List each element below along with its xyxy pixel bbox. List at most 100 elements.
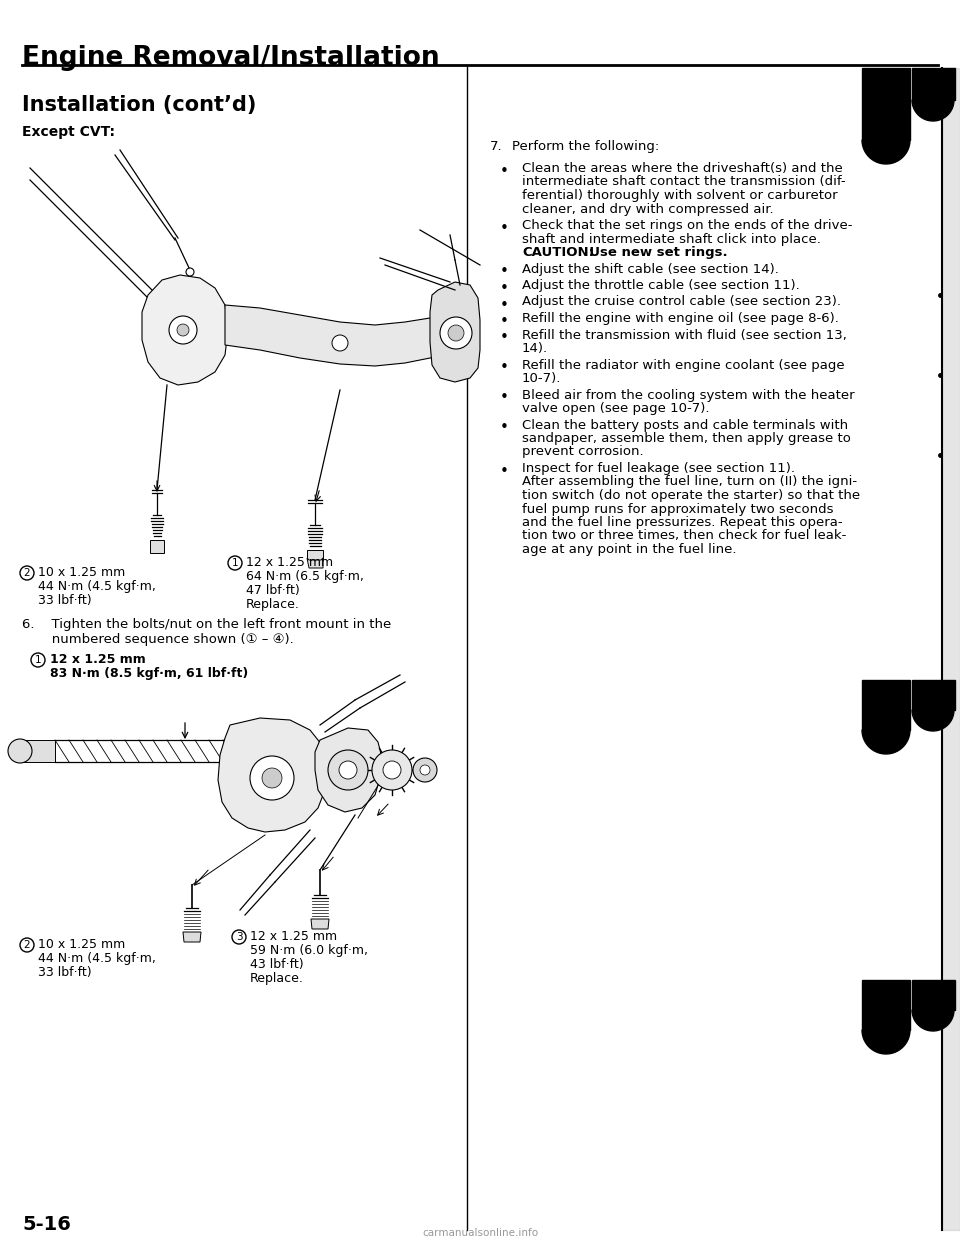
Text: After assembling the fuel line, turn on (II) the igni-: After assembling the fuel line, turn on … <box>522 476 857 488</box>
Text: Refill the engine with engine oil (see page 8-6).: Refill the engine with engine oil (see p… <box>522 312 839 325</box>
Text: Replace.: Replace. <box>246 597 300 611</box>
Text: 6.    Tighten the bolts/nut on the left front mount in the: 6. Tighten the bolts/nut on the left fro… <box>22 619 392 631</box>
Polygon shape <box>862 140 910 164</box>
Text: intermediate shaft contact the transmission (dif-: intermediate shaft contact the transmiss… <box>522 175 846 189</box>
Text: Inspect for fuel leakage (see section 11).: Inspect for fuel leakage (see section 11… <box>522 462 795 474</box>
Polygon shape <box>183 932 201 941</box>
Text: Clean the battery posts and cable terminals with: Clean the battery posts and cable termin… <box>522 419 848 431</box>
Text: numbered sequence shown (① – ④).: numbered sequence shown (① – ④). <box>22 633 294 646</box>
Polygon shape <box>430 282 480 383</box>
Text: 83 N·m (8.5 kgf·m, 61 lbf·ft): 83 N·m (8.5 kgf·m, 61 lbf·ft) <box>50 667 249 681</box>
Circle shape <box>177 324 189 337</box>
Text: 12 x 1.25 mm: 12 x 1.25 mm <box>250 930 337 943</box>
Text: Refill the transmission with fluid (see section 13,: Refill the transmission with fluid (see … <box>522 328 847 342</box>
Polygon shape <box>912 68 955 101</box>
Text: 1: 1 <box>35 655 41 664</box>
Text: •: • <box>500 390 509 405</box>
Text: 47 lbf·ft): 47 lbf·ft) <box>246 584 300 597</box>
Text: Engine Removal/Installation: Engine Removal/Installation <box>22 45 440 71</box>
Text: sandpaper, assemble them, then apply grease to: sandpaper, assemble them, then apply gre… <box>522 432 851 445</box>
Polygon shape <box>912 1010 955 1031</box>
Polygon shape <box>307 550 323 560</box>
Text: 7.: 7. <box>490 140 503 153</box>
Circle shape <box>440 317 472 349</box>
Text: ferential) thoroughly with solvent or carburetor: ferential) thoroughly with solvent or ca… <box>522 189 838 202</box>
Polygon shape <box>862 1030 910 1054</box>
Text: Except CVT:: Except CVT: <box>22 125 115 139</box>
Text: 44 N·m (4.5 kgf·m,: 44 N·m (4.5 kgf·m, <box>38 580 156 592</box>
Text: 2: 2 <box>24 940 31 950</box>
Text: 14).: 14). <box>522 342 548 355</box>
Circle shape <box>332 335 348 351</box>
Text: tion switch (do not operate the starter) so that the: tion switch (do not operate the starter)… <box>522 489 860 502</box>
Polygon shape <box>942 68 960 1230</box>
Text: Perform the following:: Perform the following: <box>512 140 660 153</box>
Polygon shape <box>307 558 323 568</box>
Polygon shape <box>315 728 382 812</box>
Circle shape <box>250 756 294 800</box>
Text: shaft and intermediate shaft click into place.: shaft and intermediate shaft click into … <box>522 232 821 246</box>
Circle shape <box>339 761 357 779</box>
Circle shape <box>328 750 368 790</box>
Text: •: • <box>500 360 509 375</box>
Text: 12 x 1.25 mm: 12 x 1.25 mm <box>50 653 146 666</box>
Text: 3: 3 <box>236 932 242 941</box>
Polygon shape <box>311 919 329 929</box>
Polygon shape <box>218 718 325 832</box>
Text: cleaner, and dry with compressed air.: cleaner, and dry with compressed air. <box>522 202 774 216</box>
Text: valve open (see page 10-7).: valve open (see page 10-7). <box>522 402 709 415</box>
Text: CAUTION:: CAUTION: <box>522 246 594 260</box>
Text: 10 x 1.25 mm: 10 x 1.25 mm <box>38 938 125 951</box>
Circle shape <box>383 761 401 779</box>
Text: Installation (cont’d): Installation (cont’d) <box>22 94 256 116</box>
Text: Replace.: Replace. <box>250 972 304 985</box>
Circle shape <box>169 315 197 344</box>
Text: Use new set rings.: Use new set rings. <box>580 246 728 260</box>
Text: Clean the areas where the driveshaft(s) and the: Clean the areas where the driveshaft(s) … <box>522 161 843 175</box>
Text: 10 x 1.25 mm: 10 x 1.25 mm <box>38 566 125 579</box>
Polygon shape <box>150 540 164 553</box>
Circle shape <box>262 768 282 787</box>
Text: tion two or three times, then check for fuel leak-: tion two or three times, then check for … <box>522 529 847 543</box>
Polygon shape <box>142 274 228 385</box>
Text: •: • <box>500 164 509 179</box>
Text: 59 N·m (6.0 kgf·m,: 59 N·m (6.0 kgf·m, <box>250 944 368 958</box>
Polygon shape <box>912 710 955 732</box>
Text: 5-16: 5-16 <box>22 1215 71 1235</box>
Text: Adjust the throttle cable (see section 11).: Adjust the throttle cable (see section 1… <box>522 279 800 292</box>
Text: fuel pump runs for approximately two seconds: fuel pump runs for approximately two sec… <box>522 503 833 515</box>
Text: age at any point in the fuel line.: age at any point in the fuel line. <box>522 543 736 556</box>
Polygon shape <box>912 980 955 1010</box>
Circle shape <box>8 739 32 763</box>
Text: Adjust the cruise control cable (see section 23).: Adjust the cruise control cable (see sec… <box>522 296 841 308</box>
Circle shape <box>186 268 194 276</box>
Text: 12 x 1.25 mm: 12 x 1.25 mm <box>246 556 333 569</box>
Text: 64 N·m (6.5 kgf·m,: 64 N·m (6.5 kgf·m, <box>246 570 364 582</box>
Text: 1: 1 <box>231 558 238 568</box>
Text: prevent corrosion.: prevent corrosion. <box>522 446 643 458</box>
Text: •: • <box>500 330 509 345</box>
Circle shape <box>413 758 437 782</box>
Text: •: • <box>500 314 509 329</box>
Polygon shape <box>862 730 910 754</box>
Text: •: • <box>500 265 509 279</box>
Circle shape <box>448 325 464 342</box>
Polygon shape <box>862 681 910 730</box>
Text: •: • <box>500 281 509 296</box>
Polygon shape <box>225 306 450 366</box>
Polygon shape <box>912 681 955 710</box>
Text: 10-7).: 10-7). <box>522 373 562 385</box>
Text: Bleed air from the cooling system with the heater: Bleed air from the cooling system with t… <box>522 389 854 401</box>
Polygon shape <box>862 980 910 1030</box>
Text: 33 lbf·ft): 33 lbf·ft) <box>38 594 91 607</box>
Text: Adjust the shift cable (see section 14).: Adjust the shift cable (see section 14). <box>522 262 779 276</box>
Text: •: • <box>500 465 509 479</box>
Text: carmanualsonline.info: carmanualsonline.info <box>422 1228 538 1238</box>
Circle shape <box>420 765 430 775</box>
Text: 2: 2 <box>24 568 31 578</box>
Text: and the fuel line pressurizes. Repeat this opera-: and the fuel line pressurizes. Repeat th… <box>522 515 843 529</box>
Polygon shape <box>20 740 55 763</box>
Circle shape <box>372 750 412 790</box>
Text: 44 N·m (4.5 kgf·m,: 44 N·m (4.5 kgf·m, <box>38 953 156 965</box>
Text: 43 lbf·ft): 43 lbf·ft) <box>250 958 303 971</box>
